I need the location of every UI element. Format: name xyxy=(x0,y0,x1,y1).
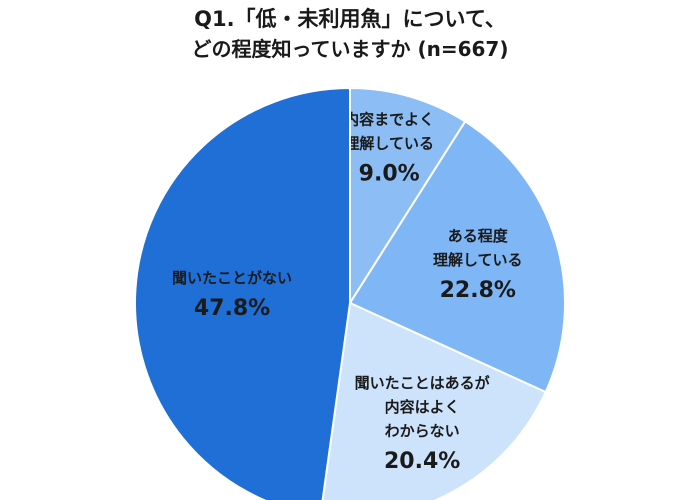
slice-label-3-line-1: 聞いたことはあるが xyxy=(355,374,491,392)
slice-label-4-line-1: 聞いたことがない xyxy=(172,269,292,287)
pie-slice-4 xyxy=(134,86,351,500)
slice-label-3-line-3: わからない xyxy=(385,422,460,440)
slice-value-2: 22.8% xyxy=(440,278,516,303)
slice-value-4: 47.8% xyxy=(194,296,270,321)
slice-label-2-line-1: ある程度 xyxy=(448,227,509,245)
slice-label-1-line-2: 理解している xyxy=(344,134,434,152)
slice-value-3: 20.4% xyxy=(384,449,460,474)
pie-slice-2 xyxy=(348,120,566,394)
slice-value-1: 9.0% xyxy=(359,161,420,186)
slice-label-3-line-2: 内容はよく xyxy=(385,398,460,416)
chart-title-line2: どの程度知っていますか (n=667) xyxy=(191,37,509,61)
slice-label-1-line-1: 内容までよく xyxy=(344,110,434,128)
chart-title-line1: Q1.「低・未利用魚」について、 xyxy=(194,7,506,31)
slice-label-2-line-2: 理解している xyxy=(433,251,523,269)
pie-slice-1 xyxy=(349,86,467,307)
slice-label-4: 聞いたことがない 47.8% xyxy=(172,269,292,321)
chart-title: Q1.「低・未利用魚」について、 どの程度知っていますか (n=667) xyxy=(0,4,700,64)
pie-slice-3 xyxy=(321,301,547,500)
